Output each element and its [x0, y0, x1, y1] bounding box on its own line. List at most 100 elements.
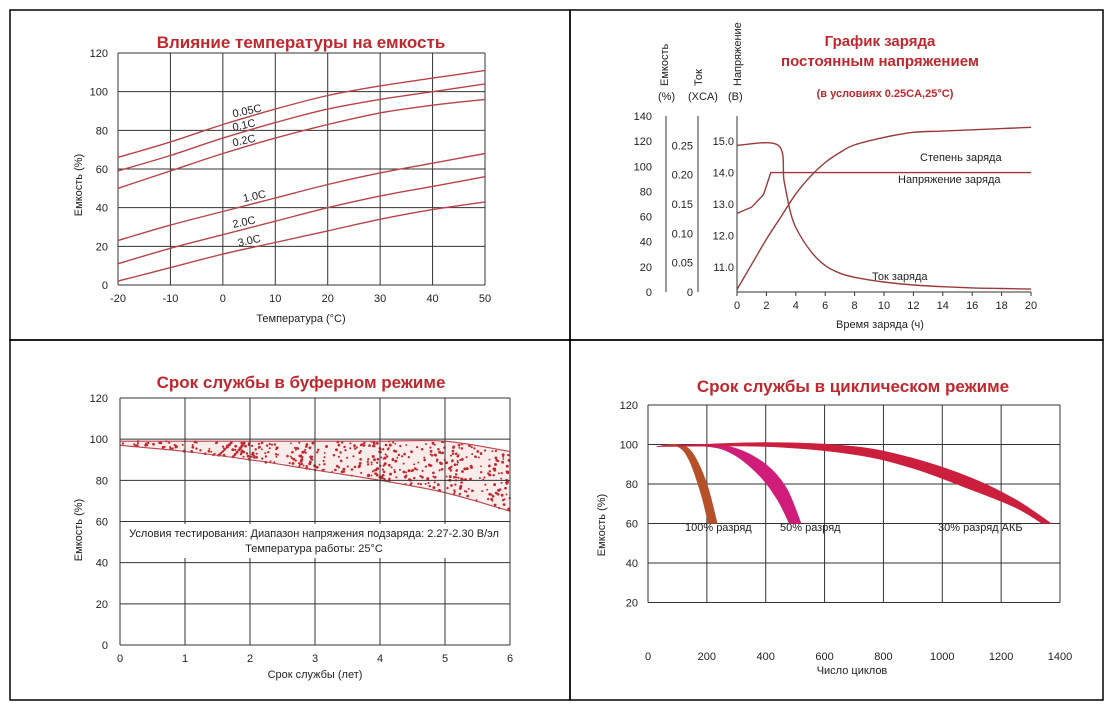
chart-float-life: Срок службы в буферном режиме Срок служб… [73, 373, 513, 681]
band-dot [429, 450, 433, 453]
band-dot [448, 466, 452, 470]
series-label: Степень заряда [920, 152, 1002, 164]
band-dot [383, 456, 387, 460]
band-dot [382, 448, 385, 451]
band-dot [450, 484, 453, 487]
band-dot [334, 468, 337, 472]
series-label: 0.05C [231, 103, 262, 121]
band-dot [490, 497, 493, 501]
band-dot [502, 458, 505, 460]
y-tick-label: 60 [626, 519, 638, 531]
band-dot [421, 475, 424, 479]
band-dot [300, 462, 303, 466]
band-dot [234, 448, 237, 452]
band-dot [492, 473, 495, 477]
series-band [656, 442, 1053, 524]
band-dot [470, 446, 473, 449]
band-dot [405, 444, 408, 446]
band-dot [461, 470, 464, 473]
band-dot [456, 460, 459, 462]
band-dot [382, 470, 386, 474]
band-dot [459, 458, 462, 462]
band-dot [429, 453, 432, 456]
band-dot [487, 464, 491, 468]
band-dot [500, 477, 503, 480]
y-tick-label-voltage: 15.0 [713, 136, 734, 148]
series-line [736, 171, 1031, 215]
series-label: Ток заряда [872, 271, 928, 283]
band-dot [275, 448, 278, 451]
band-dot [493, 483, 497, 487]
x-tick-label: 0 [734, 300, 740, 312]
band-dot [277, 453, 279, 456]
band-dot [349, 447, 352, 450]
band-dot [403, 452, 406, 456]
band-dot [339, 459, 343, 463]
y-tick-label-capacity: 60 [640, 212, 652, 224]
band-dot [410, 450, 413, 453]
band-dot [349, 442, 352, 445]
band-dot [486, 488, 489, 491]
x-tick-label: 10 [878, 300, 890, 312]
band-dot [222, 450, 225, 452]
band-dot [458, 446, 461, 449]
band-dot [296, 447, 300, 450]
band-dot [494, 463, 497, 466]
annotation-line-1: Условия тестирования: Диапазон напряжени… [129, 528, 499, 540]
band-dot [505, 464, 509, 468]
band-dot [309, 455, 312, 459]
band-dot [310, 457, 313, 461]
band-dot [473, 447, 476, 450]
band-dot [261, 457, 264, 460]
band-dot [224, 448, 227, 450]
band-dot [323, 451, 326, 454]
series-label: 0.2C [231, 133, 256, 150]
band-dot [342, 470, 346, 473]
x-tick-label: -20 [110, 293, 126, 305]
band-dot [466, 494, 470, 498]
band-dot [269, 460, 272, 463]
x-tick-label: 4 [377, 653, 383, 665]
band-dot [428, 484, 431, 488]
y-tick-label: 40 [96, 203, 108, 215]
band-dot [381, 477, 385, 480]
x-tick-label: 10 [269, 293, 281, 305]
band-dot [471, 489, 475, 492]
y-tick-label: 120 [620, 400, 638, 412]
series-line [117, 69, 486, 159]
band-dot [226, 444, 229, 447]
band-dot [264, 455, 268, 458]
band-dot [370, 461, 373, 464]
band-dot [265, 444, 269, 447]
band-dot [455, 469, 458, 473]
band-dot [376, 461, 379, 464]
band-dot [304, 445, 308, 448]
band-dot [502, 455, 505, 458]
band-dot [417, 461, 420, 464]
y-tick-label-capacity: 100 [634, 161, 652, 173]
band-dot [257, 442, 261, 446]
series-line [117, 83, 486, 172]
band-dot [417, 482, 420, 485]
band-dot [480, 465, 482, 468]
band-dot [454, 473, 458, 476]
panel-cycle-border [569, 339, 1104, 701]
band-dot [229, 441, 233, 444]
x-tick-label: 1400 [1048, 651, 1072, 663]
band-dot [305, 443, 309, 446]
band-dot [384, 462, 387, 465]
band-dot [469, 477, 472, 481]
band-dot [452, 446, 455, 449]
band-dot [502, 503, 506, 506]
band-dot [199, 449, 202, 452]
band-dot [504, 481, 507, 484]
band-dot [465, 467, 469, 471]
band-dot [298, 441, 301, 444]
band-dot [392, 457, 394, 460]
band-dot [352, 455, 355, 458]
band-dot [291, 461, 295, 465]
band-dot [163, 445, 166, 448]
band-dot [359, 457, 362, 461]
band-dot [423, 456, 426, 459]
band-dot [342, 467, 346, 471]
